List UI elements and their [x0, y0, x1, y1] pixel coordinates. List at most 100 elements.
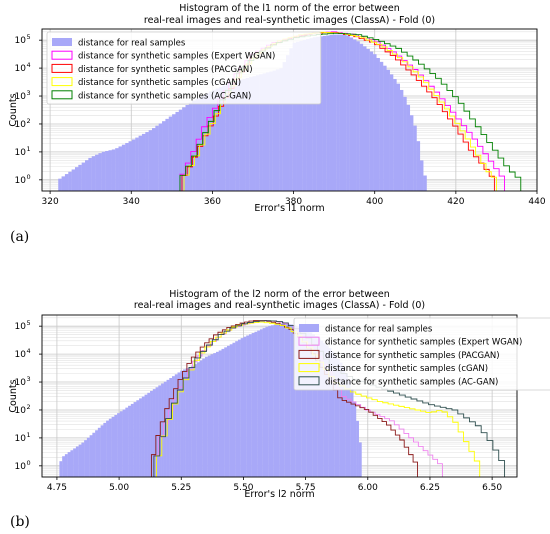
p1-real-samples-bar — [251, 333, 255, 477]
p1-real-samples-bar — [144, 394, 148, 477]
p0-real-samples-bar — [259, 74, 263, 191]
p0-real-samples-bar — [396, 83, 400, 191]
p1-legend-swatch — [298, 363, 320, 373]
p0-x-axis-label: Error's l1 norm — [254, 203, 324, 214]
p0-real-samples-bar — [71, 169, 76, 191]
p1-real-samples-bar — [221, 348, 225, 477]
p1-series-step-1 — [150, 320, 418, 477]
p1-real-samples-bar — [317, 338, 321, 477]
p0-y-tick-label: 10 — [15, 36, 27, 46]
p1-real-samples-bar — [336, 358, 340, 477]
p1-real-samples-bar — [141, 396, 145, 477]
p0-real-samples-bar — [229, 82, 233, 191]
p0-real-samples-bar — [399, 89, 404, 191]
p1-real-samples-bar — [64, 454, 68, 477]
p1-real-samples-bar — [257, 330, 261, 477]
p0-real-samples-bar — [115, 148, 119, 191]
p1-real-samples-bar — [161, 383, 164, 477]
p1-y-tick-label: 10 — [15, 350, 27, 360]
p0-real-samples-bar — [64, 174, 69, 191]
p1-real-samples-bar — [86, 437, 90, 477]
p1-y-tick-exponent: 4 — [27, 347, 31, 355]
p1-x-tick-label: 5.50 — [233, 483, 253, 493]
p0-y-tick-label: 10 — [15, 92, 27, 102]
p0-real-samples-bar — [265, 72, 270, 191]
p0-real-samples-bar — [148, 130, 153, 191]
p0-x-tick-label: 340 — [123, 197, 140, 207]
p1-real-samples-bar — [298, 326, 302, 477]
p1-real-samples-bar — [325, 345, 329, 477]
p1-y-tick-label: 10 — [15, 462, 27, 472]
p1-real-samples-bar — [196, 362, 200, 477]
p0-real-samples-bar — [192, 100, 196, 191]
p0-x-tick-label: 380 — [285, 197, 302, 207]
p1-real-samples-bar — [108, 418, 112, 477]
p1-real-samples-bar — [150, 390, 153, 477]
p0-real-samples-bar — [352, 39, 357, 191]
p1-real-samples-bar — [345, 373, 348, 477]
p1-real-samples-bar — [339, 362, 343, 477]
p0-real-samples-bar — [386, 69, 390, 191]
p1-real-samples-bar — [265, 326, 269, 477]
p1-real-samples-bar — [136, 400, 140, 477]
p1-x-tick-label: 5.00 — [109, 483, 129, 493]
p1-legend-label: distance for synthetic samples (AC-GAN) — [325, 377, 498, 387]
p0-real-samples-bar — [155, 125, 159, 191]
p1-real-samples-bar — [67, 452, 71, 477]
p1-series-real-samples — [59, 323, 362, 477]
p1-real-samples-bar — [270, 325, 274, 477]
p1-real-samples-bar — [100, 425, 104, 477]
p1-real-samples-bar — [314, 336, 318, 477]
p1-real-samples-bar — [152, 389, 156, 477]
p0-real-samples-bar — [152, 128, 156, 191]
p0-real-samples-bar — [175, 111, 179, 191]
p1-chart-title-line1: Histogram of the l2 norm of the error be… — [169, 289, 390, 300]
p1-real-samples-bar — [183, 369, 186, 477]
p0-x-tick-label: 320 — [42, 197, 59, 207]
p0-real-samples-bar — [225, 84, 230, 191]
p0-real-samples-bar — [222, 85, 226, 191]
p0-real-samples-bar — [185, 105, 189, 191]
p1-real-samples-bar — [287, 324, 291, 477]
p0-real-samples-bar — [322, 35, 327, 191]
p0-real-samples-bar — [309, 38, 313, 191]
p0-real-samples-bar — [336, 34, 340, 191]
p0-real-samples-bar — [61, 176, 66, 191]
p0-real-samples-bar — [359, 43, 364, 191]
p1-y-tick-exponent: 1 — [27, 431, 31, 439]
p1-legend-box — [293, 317, 550, 391]
p0-real-samples-bar — [74, 167, 79, 191]
p0-x-tick-label: 420 — [447, 197, 464, 207]
p0-axes-frame — [41, 28, 538, 192]
p1-real-samples-bar — [84, 440, 88, 477]
p1-real-samples-bar — [180, 370, 184, 477]
p0-real-samples-bar — [312, 37, 317, 191]
p0-real-samples-bar — [409, 115, 414, 191]
p1-legend-label: distance for synthetic samples (cGAN) — [325, 364, 488, 374]
p1-legend-label: distance for real samples — [325, 325, 433, 335]
p1-y-tick-label: 10 — [15, 406, 27, 416]
p1-real-samples-bar — [342, 367, 346, 477]
p0-real-samples-bar — [165, 118, 169, 191]
p0-legend-swatch — [51, 50, 73, 60]
p1-real-samples-bar — [356, 420, 359, 477]
p1-x-tick-label: 5.25 — [171, 483, 191, 493]
p0-real-samples-bar — [95, 154, 99, 191]
p0-real-samples-bar — [58, 178, 62, 191]
p0-x-tick-label: 400 — [366, 197, 383, 207]
p1-real-samples-bar — [237, 339, 241, 477]
p0-real-samples-bar — [275, 69, 280, 191]
p1-real-samples-bar — [254, 331, 258, 477]
p1-real-samples-bar — [243, 336, 247, 477]
p0-real-samples-bar — [319, 36, 323, 191]
p1-real-samples-bar — [268, 325, 272, 477]
p1-real-samples-bar — [139, 398, 142, 477]
p0-real-samples-bar — [255, 75, 260, 191]
p1-real-samples-bar — [259, 329, 263, 477]
p0-y-tick-exponent: 5 — [27, 33, 31, 41]
p1-real-samples-bar — [114, 415, 118, 477]
p0-real-samples-bar — [252, 76, 256, 191]
p1-real-samples-bar — [207, 355, 211, 477]
p0-real-samples-bar — [135, 137, 139, 191]
p1-real-samples-bar — [218, 350, 222, 477]
